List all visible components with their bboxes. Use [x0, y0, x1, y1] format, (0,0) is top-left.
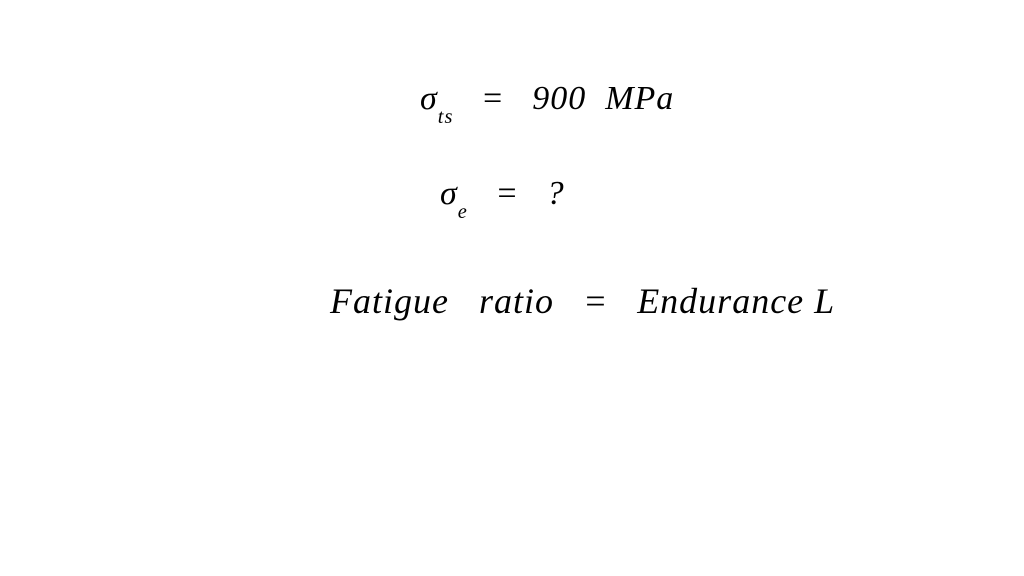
unit-1: MPa — [605, 80, 674, 117]
value-1: 900 — [532, 80, 586, 117]
sigma-symbol-2: σ — [440, 175, 458, 212]
equals-1: = — [472, 80, 513, 118]
equation-line-1: σts = 900 MPa — [420, 80, 674, 123]
sigma-symbol-1: σ — [420, 80, 438, 117]
lhs-word-1: Fatigue — [330, 281, 449, 321]
rhs-text: Endurance L — [637, 281, 835, 321]
equals-3: = — [574, 280, 617, 322]
sigma-sub-2: e — [458, 201, 468, 223]
equation-line-3: Fatigue ratio = Endurance L — [330, 280, 835, 322]
lhs-word-2: ratio — [479, 281, 554, 321]
equals-2: = — [487, 175, 528, 213]
value-2: ? — [547, 175, 565, 212]
handwriting-canvas: σts = 900 MPa σe = ? Fatigue ratio = End… — [0, 0, 1024, 576]
equation-line-2: σe = ? — [440, 175, 565, 218]
sigma-sub-1: ts — [438, 106, 454, 128]
